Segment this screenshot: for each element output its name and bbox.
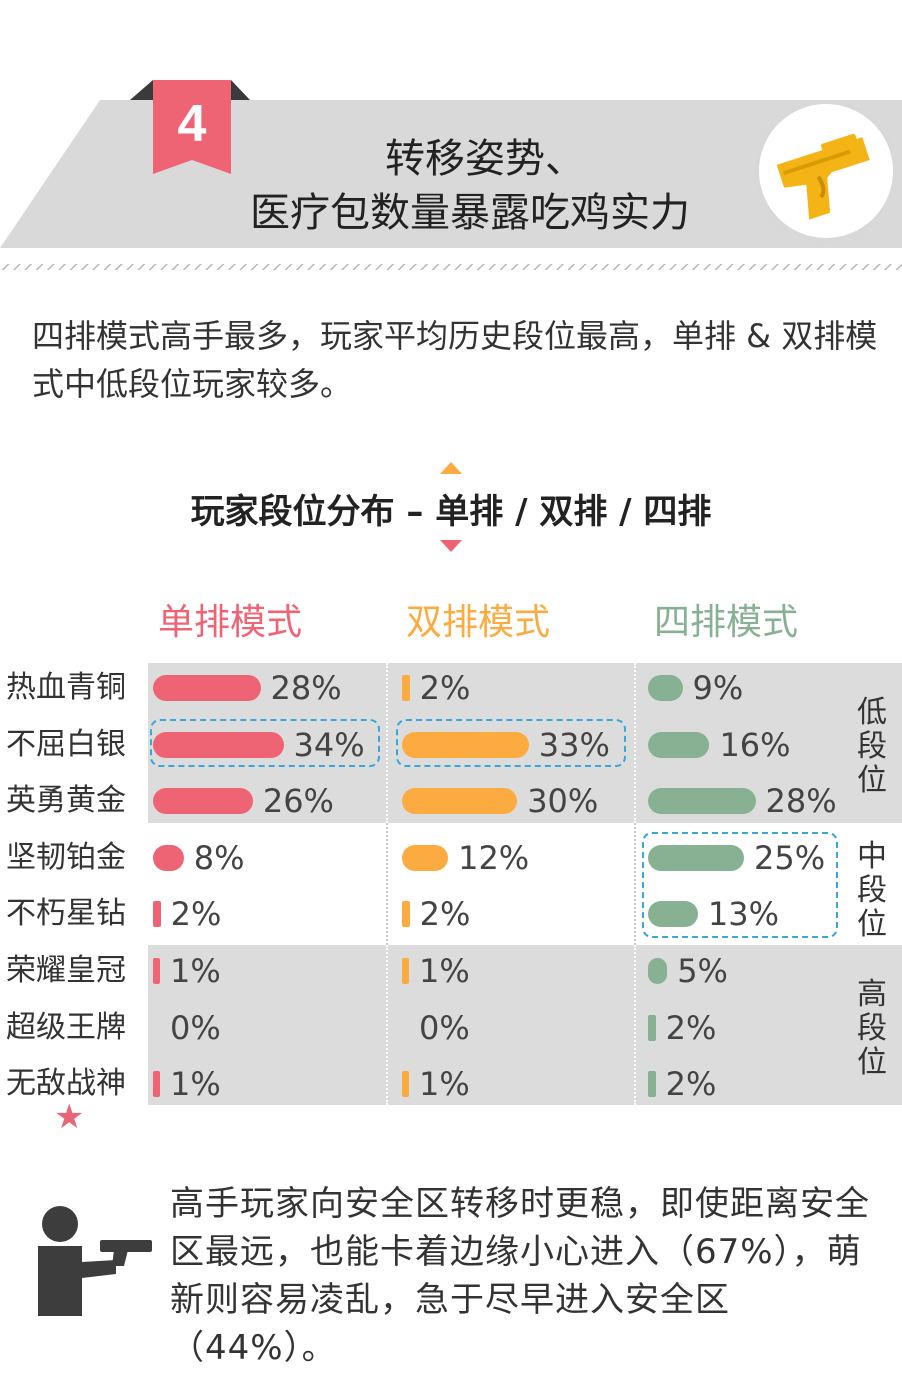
data-label: 1% <box>170 1065 221 1104</box>
bar <box>402 731 529 758</box>
data-label: 0% <box>419 1008 470 1047</box>
section-title-line1: 转移姿势、 <box>385 136 585 182</box>
column-divider <box>386 945 388 1105</box>
data-label: 2% <box>665 1065 717 1104</box>
bar <box>402 958 409 984</box>
shooter-icon <box>38 1206 152 1316</box>
column-divider <box>634 823 636 945</box>
bar <box>153 901 161 928</box>
data-label: 1% <box>419 1065 470 1104</box>
data-label: 5% <box>677 952 728 990</box>
bar <box>402 675 410 701</box>
rank-label: 不朽星钻 <box>6 896 126 932</box>
bar <box>648 901 698 928</box>
data-label: 0% <box>170 1008 221 1047</box>
badge-shape <box>153 80 231 174</box>
column-divider <box>634 945 636 1105</box>
tier-label-mid: 中段位 <box>857 839 887 942</box>
bar <box>648 731 710 758</box>
data-label: 2% <box>665 1008 717 1047</box>
chart-title: 玩家段位分布 – 单排 / 双排 / 四排 <box>190 492 712 532</box>
column-divider <box>634 663 636 823</box>
bar <box>648 844 744 871</box>
data-label: 26% <box>262 782 334 821</box>
column-divider <box>386 663 388 823</box>
bar <box>153 1071 160 1098</box>
data-label: 1% <box>170 952 221 990</box>
bar <box>648 788 756 815</box>
data-label: 1% <box>419 952 470 990</box>
data-label: 25% <box>754 838 826 877</box>
highlight-duo-silver <box>396 719 626 767</box>
header-banner <box>0 80 902 270</box>
mode-header-squad: 四排模式 <box>653 602 798 643</box>
bar <box>153 675 261 701</box>
bar <box>402 844 449 871</box>
footer-paragraph: 高手玩家向安全区转移时更稳，即使距离安全区最远，也能卡着边缘小心进入（67%），… <box>170 1184 870 1368</box>
rank-label: 热血青铜 <box>6 670 126 705</box>
bar <box>153 731 284 758</box>
caret-up-icon <box>440 462 462 474</box>
data-label: 8% <box>193 838 245 877</box>
highlight-squad-mid-tier <box>642 832 838 938</box>
data-label: 28% <box>270 669 342 707</box>
data-label: 9% <box>692 669 744 707</box>
data-label: 30% <box>527 782 599 821</box>
data-label: 33% <box>538 725 610 764</box>
data-label: 2% <box>419 895 471 934</box>
mode-header-solo: 单排模式 <box>157 602 302 643</box>
bar <box>648 1071 656 1098</box>
section-title-line2: 医疗包数量暴露吃鸡实力 <box>250 190 690 236</box>
highlight-solo-silver <box>150 719 380 767</box>
bar <box>402 788 518 815</box>
tier-label-high: 高段位 <box>857 977 887 1080</box>
bar <box>402 901 410 928</box>
mode-header-duo: 双排模式 <box>405 602 550 643</box>
rank-label: 英勇黄金 <box>6 783 126 819</box>
intro-paragraph: 四排模式高手最多，玩家平均历史段位最高，单排 & 双排模式中低段位玩家较多。 <box>32 317 878 403</box>
data-label: 16% <box>719 725 791 764</box>
bar <box>648 1014 656 1041</box>
rank-label: 荣耀皇冠 <box>6 953 126 988</box>
tier-label-low: 低段位 <box>857 695 887 798</box>
pistol-badge <box>755 100 897 242</box>
data-label: 2% <box>419 669 471 707</box>
data-label: 28% <box>765 782 837 821</box>
data-label: 34% <box>293 725 365 764</box>
bar <box>153 844 184 871</box>
data-label: 2% <box>170 895 222 934</box>
column-divider <box>386 823 388 945</box>
bar <box>402 1071 409 1098</box>
data-label: 13% <box>707 895 780 934</box>
bar <box>153 788 253 815</box>
band-high-tier <box>148 945 902 1105</box>
pistol-icon <box>776 133 870 220</box>
star-icon: ★ <box>54 1098 85 1136</box>
rank-label: 坚韧铂金 <box>6 839 126 875</box>
bar <box>648 675 683 701</box>
data-label: 12% <box>458 838 530 877</box>
bar <box>153 958 160 984</box>
rank-label: 无敌战神 <box>6 1066 126 1102</box>
rank-label: 不屈白银 <box>6 726 126 762</box>
rank-label: 超级王牌 <box>6 1009 126 1045</box>
bar <box>648 958 668 984</box>
section-number: 4 <box>177 95 207 153</box>
caret-down-icon <box>440 540 462 552</box>
